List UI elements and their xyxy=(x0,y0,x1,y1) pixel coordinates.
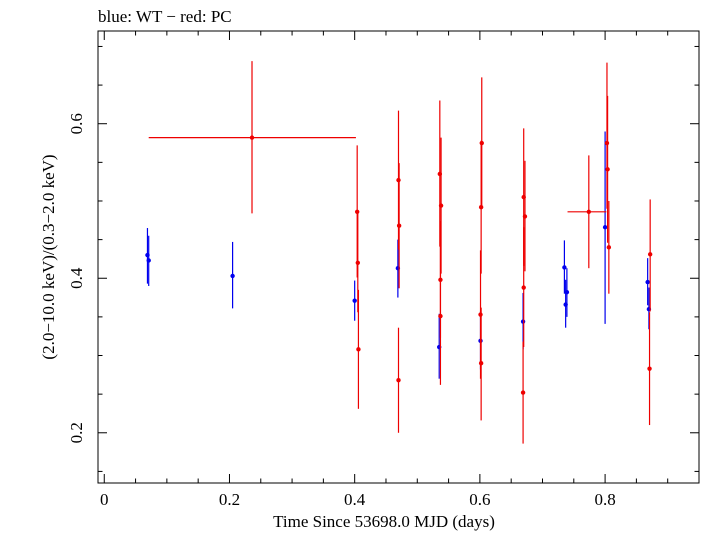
plot-frame xyxy=(97,30,700,484)
data-point-pc xyxy=(478,361,484,366)
data-point-pc xyxy=(438,203,444,208)
x-tick-label: 0.6 xyxy=(469,490,490,509)
data-point-pc xyxy=(604,140,610,146)
data-point-wt xyxy=(520,319,526,324)
data-point-pc xyxy=(478,312,483,317)
x-tick-label: 0.2 xyxy=(219,490,240,509)
data-point-pc xyxy=(355,260,361,265)
data-point-wt xyxy=(645,279,650,285)
axis-ticks-layer: 0 0.2 0.4 0.6 0.8 0.2 0.4 0.6 xyxy=(67,31,699,509)
data-point-pc xyxy=(478,204,484,210)
y-tick-label: 0.2 xyxy=(67,422,86,443)
data-point-pc xyxy=(605,167,610,172)
data-point-pc xyxy=(356,347,361,352)
data-point-pc xyxy=(249,135,255,140)
data-point-wt xyxy=(352,298,357,303)
data-point-pc xyxy=(479,140,484,146)
data-point-pc xyxy=(438,313,443,319)
data-point-wt xyxy=(146,258,151,263)
data-point-pc xyxy=(396,177,401,183)
data-point-wt xyxy=(230,273,235,279)
x-tick-label: 0.4 xyxy=(344,490,366,509)
data-point-wt xyxy=(564,289,570,295)
data-point-wt xyxy=(562,265,567,270)
data-point-pc xyxy=(522,214,528,219)
data-point-wt xyxy=(602,225,608,230)
data-point-pc xyxy=(647,252,653,257)
data-point-pc xyxy=(354,209,360,214)
data-points-layer xyxy=(145,61,653,444)
x-axis-label: Time Since 53698.0 MJD (days) xyxy=(273,512,495,531)
data-point-pc xyxy=(586,209,592,214)
y-tick-label: 0.4 xyxy=(67,267,86,289)
data-point-pc xyxy=(521,285,526,290)
data-point-pc xyxy=(606,245,612,250)
x-tick-label: 0 xyxy=(100,490,109,509)
y-tick-label: 0.6 xyxy=(67,113,86,134)
data-point-pc xyxy=(396,378,401,383)
data-point-pc xyxy=(396,223,402,228)
data-point-pc xyxy=(520,390,526,395)
x-tick-label: 0.8 xyxy=(594,490,615,509)
data-point-pc xyxy=(647,366,652,371)
chart-title: blue: WT − red: PC xyxy=(98,7,232,26)
y-axis-label: (2.0−10.0 keV)/(0.3−2.0 keV) xyxy=(39,154,58,359)
